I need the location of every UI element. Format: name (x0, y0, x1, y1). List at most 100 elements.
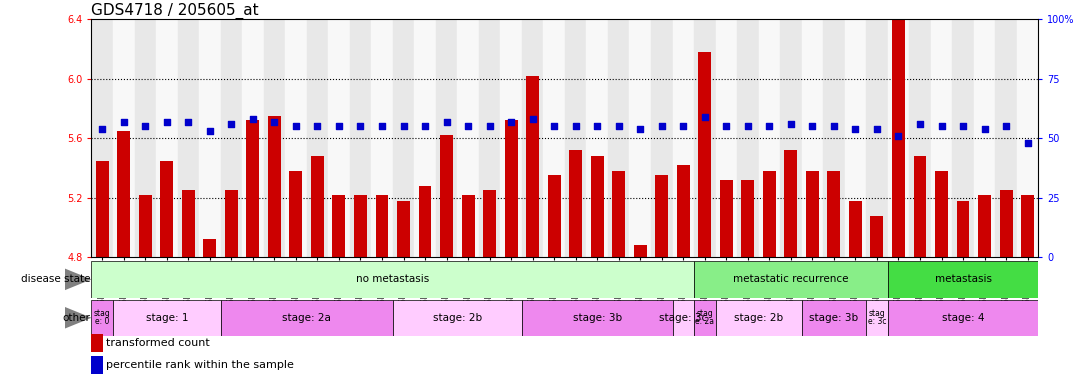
Point (761, 123, 778, 129)
Bar (608, 19, 629, 257)
Bar (845, 19, 866, 257)
Point (502, 119, 520, 125)
Bar (978, 195, 991, 257)
Bar (586, 19, 608, 257)
Bar (823, 19, 845, 257)
Text: stag
e: 3c: stag e: 3c (867, 309, 887, 326)
Bar (655, 175, 668, 257)
Bar (371, 19, 393, 257)
Bar (569, 150, 582, 257)
Point (115, 119, 132, 125)
Bar (156, 19, 178, 257)
Bar (289, 171, 302, 257)
Point (546, 123, 563, 129)
Point (137, 123, 154, 129)
Bar (694, 300, 716, 336)
Text: other: other (62, 313, 90, 323)
Bar (91, 300, 113, 336)
Bar (332, 195, 345, 257)
Point (459, 123, 477, 129)
Point (610, 123, 627, 129)
Text: stage: 2b: stage: 2b (734, 313, 783, 323)
Bar (1021, 195, 1034, 257)
Bar (716, 300, 802, 336)
Bar (178, 19, 199, 257)
Bar (264, 19, 285, 257)
Bar (117, 131, 130, 257)
Bar (182, 190, 195, 257)
Bar (694, 261, 888, 298)
Bar (393, 300, 522, 336)
Point (438, 119, 455, 125)
Text: stage: 1: stage: 1 (145, 313, 188, 323)
Bar (500, 19, 522, 257)
Text: transformed count: transformed count (105, 338, 210, 348)
Bar (91, 261, 694, 298)
Bar (802, 19, 823, 257)
Bar (694, 19, 716, 257)
Bar (199, 19, 221, 257)
Point (933, 123, 950, 129)
Bar (759, 19, 780, 257)
Bar (763, 171, 776, 257)
Point (266, 119, 283, 125)
Bar (526, 76, 539, 257)
Bar (91, 334, 103, 352)
Point (309, 123, 326, 129)
Point (890, 133, 907, 139)
Bar (866, 300, 888, 336)
Polygon shape (65, 307, 91, 329)
Point (1019, 140, 1036, 146)
Bar (565, 19, 586, 257)
Point (201, 128, 218, 134)
Bar (376, 195, 388, 257)
Point (287, 123, 305, 129)
Bar (134, 19, 156, 257)
Point (997, 123, 1015, 129)
Text: stage: 4: stage: 4 (942, 313, 985, 323)
Bar (203, 240, 216, 257)
Point (653, 123, 670, 129)
Bar (268, 116, 281, 257)
Bar (888, 19, 909, 257)
Point (911, 121, 929, 127)
Point (244, 116, 261, 122)
Bar (931, 19, 952, 257)
Bar (957, 201, 969, 257)
Bar (995, 19, 1017, 257)
Text: no metastasis: no metastasis (356, 274, 429, 285)
Bar (935, 171, 948, 257)
Bar (651, 19, 672, 257)
Bar (91, 356, 103, 374)
Bar (91, 19, 113, 257)
Bar (612, 171, 625, 257)
Bar (591, 156, 604, 257)
Bar (354, 195, 367, 257)
Bar (242, 19, 264, 257)
Point (632, 126, 649, 132)
Bar (784, 150, 797, 257)
Bar (160, 161, 173, 257)
Bar (436, 19, 457, 257)
Point (954, 123, 972, 129)
Bar (462, 195, 475, 257)
Bar (909, 19, 931, 257)
Bar (307, 19, 328, 257)
Point (782, 121, 799, 127)
Bar (672, 19, 694, 257)
Bar (629, 19, 651, 257)
Point (481, 123, 498, 129)
Bar (221, 19, 242, 257)
Bar (1017, 19, 1038, 257)
Bar (479, 19, 500, 257)
Point (976, 126, 993, 132)
Text: GDS4718 / 205605_at: GDS4718 / 205605_at (91, 3, 259, 19)
Point (589, 123, 606, 129)
Bar (888, 261, 1038, 298)
Point (180, 119, 197, 125)
Point (223, 121, 240, 127)
Text: stage: 2b: stage: 2b (433, 313, 482, 323)
Bar (806, 171, 819, 257)
Bar (311, 156, 324, 257)
Text: stage: 3b: stage: 3b (809, 313, 859, 323)
